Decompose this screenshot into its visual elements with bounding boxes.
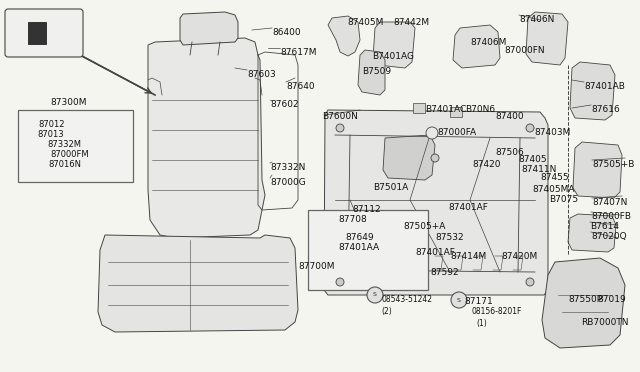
Text: S: S (457, 298, 461, 302)
Polygon shape (328, 16, 360, 56)
Bar (308, 210, 428, 290)
Text: 87401AF: 87401AF (415, 248, 455, 257)
Text: 87505+B: 87505+B (592, 160, 634, 169)
Bar (450, 107, 462, 117)
Text: 87300M: 87300M (50, 98, 86, 107)
Text: 87407N: 87407N (592, 198, 627, 207)
Text: 87403M: 87403M (534, 128, 570, 137)
Text: 87616: 87616 (591, 105, 620, 114)
Text: 87617M: 87617M (280, 48, 317, 57)
Text: 87013: 87013 (37, 130, 63, 139)
Text: 08156-8201F: 08156-8201F (472, 307, 522, 316)
Text: B7614: B7614 (590, 222, 619, 231)
Text: 87708: 87708 (338, 215, 367, 224)
Polygon shape (373, 22, 415, 68)
Circle shape (426, 127, 438, 139)
Text: 87012: 87012 (38, 120, 65, 129)
Text: 87602: 87602 (270, 100, 299, 109)
FancyBboxPatch shape (5, 9, 83, 57)
Circle shape (336, 278, 344, 286)
Text: S: S (373, 292, 377, 298)
Text: 87411N: 87411N (521, 165, 556, 174)
Polygon shape (542, 258, 625, 348)
Text: 87400: 87400 (495, 112, 524, 121)
Text: 87406M: 87406M (470, 38, 506, 47)
Text: 87592: 87592 (430, 268, 459, 277)
Text: 87000FB: 87000FB (591, 212, 631, 221)
Text: 87405M: 87405M (347, 18, 383, 27)
Text: 87649: 87649 (345, 233, 374, 242)
Text: 86400: 86400 (272, 28, 301, 37)
Text: 87420M: 87420M (501, 252, 537, 261)
Text: 87640: 87640 (286, 82, 315, 91)
Polygon shape (568, 214, 616, 252)
Text: 87019: 87019 (597, 295, 626, 304)
Polygon shape (148, 38, 265, 238)
Text: 87000FA: 87000FA (437, 128, 476, 137)
Text: 87420: 87420 (472, 160, 500, 169)
Text: 87332N: 87332N (270, 163, 305, 172)
Circle shape (526, 278, 534, 286)
Text: 87000FN: 87000FN (504, 46, 545, 55)
Text: B7509: B7509 (362, 67, 391, 76)
Text: 87532: 87532 (435, 233, 463, 242)
Text: 87406N: 87406N (519, 15, 554, 24)
Text: 87000G: 87000G (270, 178, 306, 187)
Text: 87112: 87112 (352, 205, 381, 214)
Text: 87171: 87171 (464, 297, 493, 306)
Polygon shape (180, 12, 238, 45)
Text: B7600N: B7600N (322, 112, 358, 121)
Polygon shape (570, 62, 615, 120)
Text: 87506: 87506 (495, 148, 524, 157)
Bar (413, 103, 425, 113)
Polygon shape (98, 235, 298, 332)
Polygon shape (315, 218, 402, 265)
Text: 87401AA: 87401AA (338, 243, 379, 252)
Text: B7501A: B7501A (373, 183, 408, 192)
Circle shape (367, 287, 383, 303)
Text: RB7000TN: RB7000TN (581, 318, 628, 327)
Text: 87405: 87405 (518, 155, 547, 164)
Text: B7401AC: B7401AC (425, 105, 467, 114)
Text: (2): (2) (381, 307, 392, 316)
Text: 87455: 87455 (540, 173, 568, 182)
Text: 87414M: 87414M (450, 252, 486, 261)
Circle shape (526, 124, 534, 132)
Bar (28, 22, 46, 44)
Text: B7401AG: B7401AG (372, 52, 414, 61)
Text: 87700M: 87700M (298, 262, 335, 271)
Text: 87550P: 87550P (568, 295, 602, 304)
Text: 87000FM: 87000FM (50, 150, 88, 159)
Text: B70N6: B70N6 (465, 105, 495, 114)
Text: B7075: B7075 (549, 195, 578, 204)
Text: 87016N: 87016N (48, 160, 81, 169)
Text: 87405MA: 87405MA (532, 185, 575, 194)
Circle shape (451, 292, 467, 308)
Text: 08543-51242: 08543-51242 (381, 295, 432, 304)
Text: 87603: 87603 (247, 70, 276, 79)
Text: 87505+A: 87505+A (403, 222, 445, 231)
Text: 87442M: 87442M (393, 18, 429, 27)
Polygon shape (383, 135, 435, 180)
Polygon shape (573, 142, 622, 198)
Text: 87020Q: 87020Q (591, 232, 627, 241)
Text: 87401AF: 87401AF (448, 203, 488, 212)
Circle shape (431, 154, 439, 162)
Bar (18, 110, 133, 182)
Circle shape (336, 124, 344, 132)
Polygon shape (324, 110, 548, 295)
Polygon shape (526, 12, 568, 65)
Text: 87401AB: 87401AB (584, 82, 625, 91)
Polygon shape (453, 25, 500, 68)
Text: 87332M: 87332M (47, 140, 81, 149)
Polygon shape (358, 50, 385, 95)
Text: (1): (1) (476, 319, 487, 328)
